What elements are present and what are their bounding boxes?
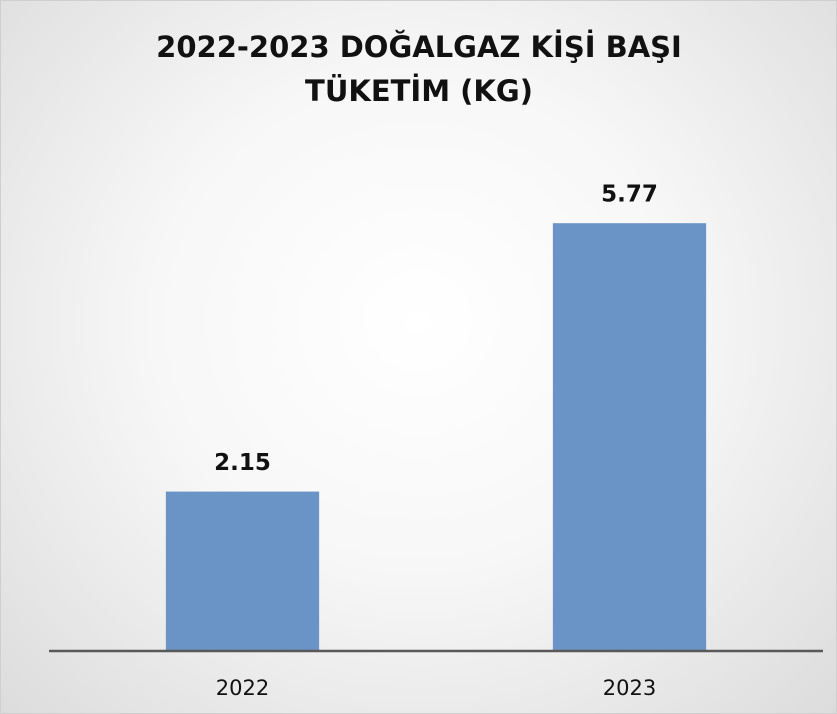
bar [165, 491, 320, 651]
chart-title: 2022-2023 DOĞALGAZ KİŞİ BAŞI TÜKETİM (KG… [156, 30, 682, 108]
data-label: 2.15 [214, 450, 271, 476]
data-label: 5.77 [601, 182, 658, 208]
x-tick-label: 2022 [216, 676, 269, 700]
bar [552, 223, 707, 651]
x-tick-label: 2023 [603, 676, 656, 700]
